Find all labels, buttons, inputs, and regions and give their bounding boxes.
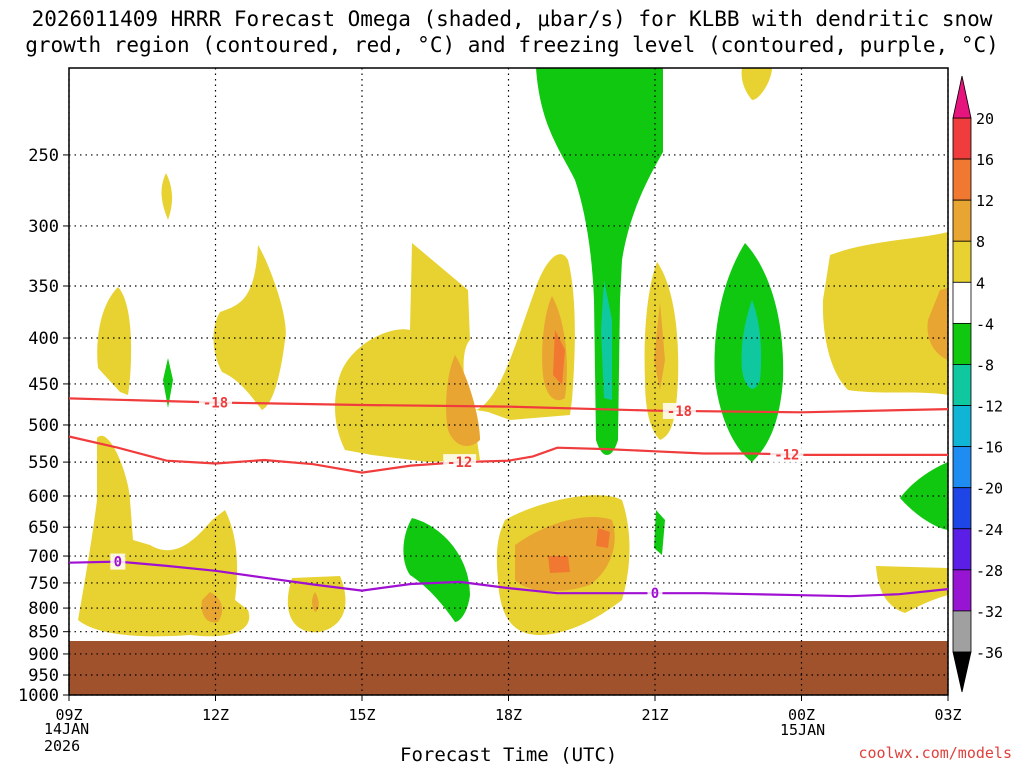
contour-label-bg (110, 553, 126, 570)
y-tick-label: 850 (28, 623, 59, 643)
x-axis-title: Forecast Time (UTC) (400, 744, 618, 766)
credit-text[interactable]: coolwx.com/models (858, 744, 1012, 762)
mid-date: 15JAN (780, 721, 826, 739)
x-tick-label: 21Z (641, 706, 668, 724)
omega-rising-weak (78, 68, 948, 637)
colorbar-tick-label: 4 (976, 274, 985, 292)
contour-label: -18 (203, 396, 228, 412)
colorbar-swatch (952, 364, 972, 406)
contour-label-bg (647, 585, 663, 602)
x-tick-label: 15Z (348, 706, 375, 724)
colorbar-tick-label: -24 (976, 521, 1003, 539)
y-tick-label: 500 (28, 416, 59, 436)
title-line-1: 2026011409 HRRR Forecast Omega (shaded, … (31, 7, 993, 31)
colorbar-bottom-arrow (952, 651, 972, 693)
contour-lines: -18 -18 -12 -12 0 0 (68, 394, 949, 602)
colorbar-tick-label: -36 (976, 644, 1003, 662)
y-tick-label: 300 (28, 217, 59, 237)
colorbar-tick-label: 12 (976, 192, 994, 210)
colorbar-swatch (952, 199, 972, 242)
contour-line (68, 560, 949, 598)
colorbar-tick-label: -28 (976, 562, 1003, 580)
y-tick-label: 1000 (18, 686, 59, 706)
colorbar-tick-label: 16 (976, 151, 994, 169)
colorbar-swatch (952, 487, 972, 530)
colorbar-tick-label: -8 (976, 356, 994, 374)
y-tick-label: 950 (28, 666, 59, 686)
contour-label-bg (199, 394, 232, 411)
x-tick-label: 03Z (934, 706, 961, 724)
colorbar-swatch (952, 281, 972, 324)
contour-label-bg (662, 402, 696, 419)
colorbar-tick-label: -4 (976, 315, 994, 333)
y-tick-label: 450 (28, 375, 59, 395)
y-tick-label: 700 (28, 547, 59, 567)
y-tick-label: 600 (28, 487, 59, 507)
colorbar-swatch (952, 322, 972, 365)
colorbar-tick-label: 8 (976, 233, 985, 251)
x-tick-label: 09Z (55, 706, 82, 724)
y-tick-label: 650 (28, 518, 59, 538)
colorbar-swatch (952, 405, 972, 448)
colorbar-tick-label: -32 (976, 603, 1003, 621)
contour-label-bg (770, 446, 804, 463)
x-tick-label: 12Z (202, 706, 229, 724)
colorbar-swatch (952, 117, 972, 160)
contour-label: -12 (774, 448, 799, 464)
omega-sinking-moderate (601, 280, 762, 400)
colorbar-tick-label: -16 (976, 439, 1003, 457)
colorbar-swatch (952, 446, 972, 489)
contour-line (68, 435, 948, 474)
colorbar-swatch (952, 610, 972, 653)
colorbar-tick-label: 20 (976, 110, 994, 128)
colorbar-swatch (952, 528, 972, 571)
omega-rising-strong (548, 330, 610, 573)
contour-label: 0 (651, 586, 659, 602)
start-date: 14JAN 2026 (44, 721, 89, 755)
y-tick-label: 400 (28, 329, 59, 349)
start-date-day: 14JAN (44, 720, 90, 738)
y-tick-label: 750 (28, 574, 59, 594)
x-tick-label: 00Z (788, 706, 815, 724)
colorbar-swatch (952, 240, 972, 283)
y-tick-label: 800 (28, 599, 59, 619)
start-date-year: 2026 (44, 737, 81, 755)
contour-label: 0 (114, 555, 122, 571)
colorbar-swatch (952, 158, 972, 201)
y-tick-label: 900 (28, 645, 59, 665)
colorbar: 20 16 12 8 4 -4 -8 -12 -16 -20 -24 -28 -32 -36 (952, 75, 1003, 693)
x-axis: 09Z 12Z 15Z 18Z 21Z 00Z 03Z (55, 695, 962, 724)
colorbar-tick-label: -20 (976, 480, 1003, 498)
y-tick-label: 250 (28, 146, 59, 166)
colorbar-tick-label: -12 (976, 398, 1003, 416)
contour-label-bg (443, 454, 477, 471)
title-line-2: growth region (contoured, red, °C) and f… (25, 33, 999, 57)
y-tick-label: 350 (28, 277, 59, 297)
contour-label: -18 (667, 404, 692, 420)
chart-title: 2026011409 HRRR Forecast Omega (shaded, … (0, 6, 1024, 58)
colorbar-swatch (952, 569, 972, 612)
y-axis: 2503003504004505005506006507007508008509… (18, 146, 69, 706)
x-tick-label: 18Z (495, 706, 522, 724)
y-tick-label: 550 (28, 453, 59, 473)
contour-label: -12 (447, 455, 472, 471)
colorbar-top-arrow (952, 75, 972, 119)
